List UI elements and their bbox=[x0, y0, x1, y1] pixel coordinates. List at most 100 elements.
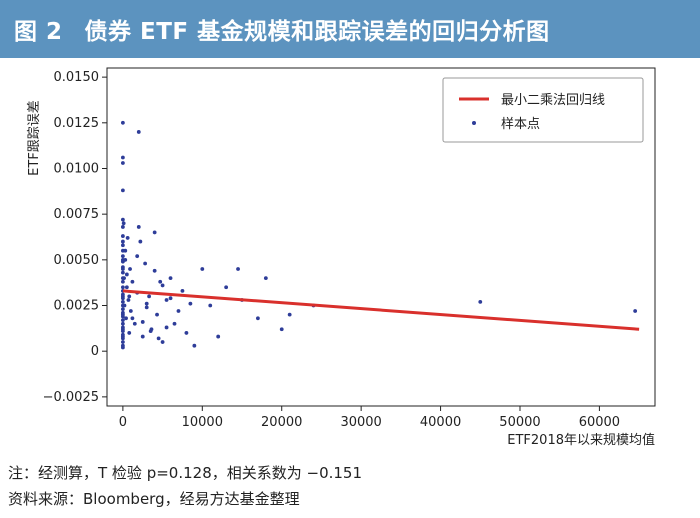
scatter-point bbox=[216, 334, 221, 339]
scatter-point bbox=[140, 334, 145, 339]
x-tick-label: 60000 bbox=[579, 415, 620, 430]
y-tick-label: 0.0025 bbox=[54, 299, 100, 314]
scatter-point bbox=[120, 217, 125, 222]
plot-frame bbox=[106, 67, 656, 407]
scatter-point bbox=[236, 267, 240, 271]
legend-label-regression: 最小二乘法回归线 bbox=[501, 93, 605, 108]
scatter-point bbox=[120, 234, 125, 238]
legend-box bbox=[442, 77, 644, 143]
legend-label-samples: 样本点 bbox=[501, 117, 540, 132]
scatter-point bbox=[160, 340, 165, 344]
notes-section: 注：经测算，T 检验 p=0.128，相关系数为 −0.151 资料来源：Blo… bbox=[8, 460, 698, 512]
scatter-point bbox=[120, 279, 125, 284]
scatter-point bbox=[130, 316, 135, 321]
scatter-point bbox=[136, 225, 141, 229]
scatter-point bbox=[152, 268, 157, 273]
regression-line bbox=[122, 289, 640, 331]
scatter-point bbox=[176, 309, 181, 313]
scatter-point bbox=[120, 321, 125, 326]
scatter-point bbox=[122, 276, 126, 281]
scatter-point bbox=[158, 279, 163, 284]
scatter-point bbox=[478, 299, 483, 304]
scatter-point bbox=[255, 316, 260, 321]
scatter-point bbox=[633, 309, 638, 313]
scatter-point bbox=[120, 188, 125, 193]
scatter-point bbox=[124, 316, 128, 321]
scatter-point bbox=[184, 331, 189, 335]
scatter-point bbox=[120, 307, 125, 312]
y-tick-label: 0 bbox=[91, 344, 99, 359]
scatter-point bbox=[126, 298, 131, 302]
scatter-point bbox=[135, 254, 140, 259]
scatter-point bbox=[208, 303, 213, 308]
scatter-point bbox=[188, 301, 193, 306]
scatter-point bbox=[120, 299, 125, 304]
legend-point-swatch bbox=[472, 121, 476, 125]
scatter-point bbox=[172, 321, 177, 326]
scatter-point bbox=[224, 285, 229, 290]
x-tick-label: 0 bbox=[119, 415, 127, 430]
scatter-point bbox=[120, 239, 125, 244]
scatter-point bbox=[156, 336, 161, 341]
x-tick-label: 30000 bbox=[340, 415, 381, 430]
scatter-point bbox=[120, 155, 125, 160]
source-note: 资料来源：Bloomberg，经易方达基金整理 bbox=[8, 490, 300, 508]
y-tick-label: 0.0125 bbox=[54, 116, 100, 131]
scatter-point bbox=[121, 221, 126, 226]
scatter-point bbox=[120, 345, 125, 350]
y-tick-label: −0.0025 bbox=[43, 390, 99, 405]
scatter-point bbox=[168, 276, 173, 281]
y-tick-label: 0.0075 bbox=[54, 207, 100, 222]
scatter-point bbox=[144, 305, 149, 310]
scatter-point bbox=[124, 272, 129, 277]
y-tick-label: 0.0100 bbox=[54, 161, 100, 176]
test-note: 注：经测算，T 检验 p=0.128，相关系数为 −0.151 bbox=[8, 464, 363, 482]
x-tick-label: 50000 bbox=[499, 415, 540, 430]
scatter-point bbox=[125, 236, 130, 240]
scatter-point bbox=[120, 312, 125, 317]
scatter-point bbox=[287, 312, 292, 317]
chart-area: 0.0150 0.0125 0.0100 0.0075 0.0050 0.0025 0 −0.… bbox=[0, 58, 700, 458]
scatter-point bbox=[122, 303, 127, 308]
scatter-point bbox=[192, 343, 197, 348]
scatter-point bbox=[164, 298, 169, 302]
scatter-point bbox=[279, 327, 284, 332]
scatter-point bbox=[164, 325, 169, 330]
scatter-point bbox=[263, 276, 268, 281]
scatter-point bbox=[147, 294, 151, 299]
scatter-point bbox=[123, 248, 128, 253]
y-tick-label: 0.0150 bbox=[54, 70, 100, 85]
scatter-point bbox=[123, 257, 128, 262]
x-tick-label: 20000 bbox=[261, 415, 302, 430]
scatter-point bbox=[144, 301, 149, 306]
scatter-point bbox=[127, 294, 132, 299]
x-axis-label: ETF2018年以来规模均值 bbox=[507, 432, 655, 448]
scatter-point bbox=[200, 267, 205, 271]
scatter-point bbox=[124, 285, 129, 290]
scatter-point bbox=[127, 331, 132, 335]
scatter-point bbox=[128, 267, 132, 271]
figure-header: 图 2 债券 ETF 基金规模和跟踪误差的回归分析图 bbox=[0, 0, 700, 58]
scatter-chart: 0.0150 0.0125 0.0100 0.0075 0.0050 0.0025 0 −0.… bbox=[27, 67, 656, 448]
scatter-point bbox=[130, 279, 135, 284]
scatter-point bbox=[120, 327, 125, 332]
scatter-point bbox=[168, 296, 173, 301]
scatter-point bbox=[132, 321, 137, 326]
scatter-point bbox=[120, 225, 125, 229]
scatter-point bbox=[120, 120, 125, 125]
scatter-point bbox=[128, 309, 133, 313]
scatter-point bbox=[120, 285, 125, 290]
figure-title: 债券 ETF 基金规模和跟踪误差的回归分析图 bbox=[84, 19, 550, 45]
scatter-point bbox=[120, 340, 125, 344]
scatter-point bbox=[152, 230, 157, 235]
scatter-point bbox=[155, 312, 159, 317]
scatter-point bbox=[148, 329, 153, 333]
scatter-point bbox=[120, 270, 125, 275]
scatter-point bbox=[143, 261, 148, 266]
scatter-point bbox=[120, 243, 125, 248]
y-tick-label: 0.0050 bbox=[54, 253, 100, 268]
y-axis-label: ETF跟踪误差 bbox=[27, 100, 42, 176]
scatter-point bbox=[120, 254, 125, 259]
scatter-point bbox=[180, 288, 185, 293]
